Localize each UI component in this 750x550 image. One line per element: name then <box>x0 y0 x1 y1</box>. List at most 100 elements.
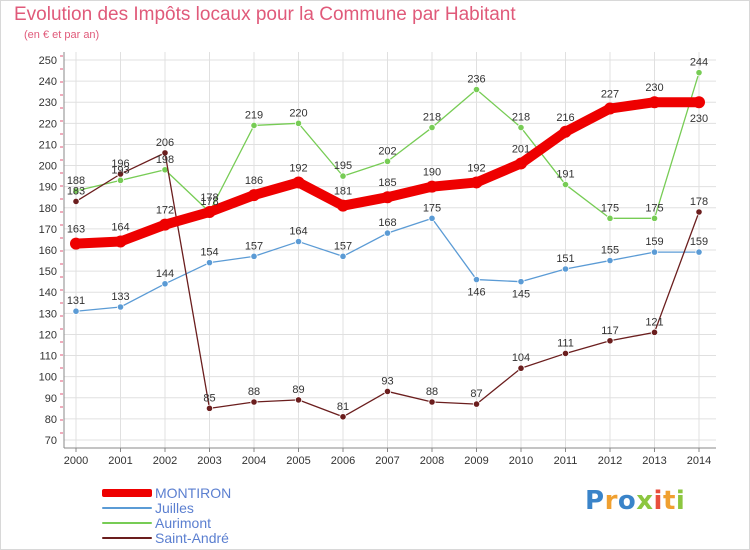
data-label-aurimont: 244 <box>690 57 708 69</box>
data-label-saint-andr: 88 <box>426 386 438 398</box>
data-label-saint-andr: 206 <box>156 137 174 149</box>
data-point-saint-andr <box>428 398 436 406</box>
legend-swatch-juilles <box>102 507 152 509</box>
data-label-juilles: 145 <box>512 289 530 301</box>
data-point-montiron <box>70 237 82 250</box>
y-tick-label: 120 <box>39 329 57 341</box>
data-label-saint-andr: 111 <box>557 337 574 349</box>
data-label-aurimont: 193 <box>111 164 129 176</box>
x-tick-label: 2007 <box>375 455 399 467</box>
data-point-montiron <box>693 96 705 109</box>
y-tick-labels: 70 80 90 100 110 120 130 140 150 160 170 180 190 200 2… <box>39 55 57 447</box>
legend-item-aurimont[interactable]: Aurimont <box>102 515 211 531</box>
legend-item-juilles[interactable]: Juilles <box>102 500 194 516</box>
y-tick-label: 130 <box>39 308 57 320</box>
data-point-montiron <box>648 96 661 109</box>
y-tick-label: 160 <box>39 245 57 257</box>
data-label-aurimont: 175 <box>645 202 663 214</box>
data-point-saint-andr <box>472 400 481 408</box>
x-tick-label: 2009 <box>464 455 488 467</box>
data-point-montiron <box>337 199 349 212</box>
data-point-saint-andr <box>294 396 303 404</box>
data-label-saint-andr: 81 <box>337 401 349 413</box>
y-tick-label: 220 <box>39 118 57 130</box>
data-label-saint-andr: 183 <box>67 185 85 197</box>
y-tick-label: 170 <box>39 224 57 236</box>
y-tick-label: 80 <box>45 414 57 426</box>
data-point-montiron <box>426 180 438 193</box>
data-point-juilles <box>205 259 214 267</box>
data-label-saint-andr: 89 <box>292 384 304 396</box>
data-point-juilles <box>250 252 258 260</box>
y-tick-label: 110 <box>39 351 57 363</box>
y-tick-label: 150 <box>39 266 57 278</box>
data-point-saint-andr <box>650 328 659 336</box>
data-label-juilles: 154 <box>200 247 218 259</box>
legend-swatch-montiron <box>102 489 152 497</box>
data-label-aurimont: 178 <box>200 196 218 208</box>
logo-letter: i <box>653 486 663 516</box>
grid-lines <box>64 52 716 448</box>
series-lines <box>70 69 705 421</box>
y-tick-label: 250 <box>39 55 57 67</box>
data-label-aurimont: 191 <box>556 169 574 181</box>
data-point-juilles <box>695 248 703 256</box>
logo-letter: t <box>662 486 676 516</box>
data-point-saint-andr <box>339 413 347 421</box>
y-tick-label: 140 <box>39 287 57 299</box>
y-tick-label: 210 <box>39 139 57 151</box>
data-point-montiron <box>381 191 394 204</box>
data-point-aurimont <box>339 172 347 180</box>
x-tick-label: 2004 <box>242 455 266 467</box>
axes <box>60 52 716 452</box>
data-point-aurimont <box>695 69 703 77</box>
data-point-montiron <box>470 176 483 189</box>
data-label-juilles: 155 <box>601 245 619 257</box>
logo-letter: i <box>675 486 686 516</box>
legend-label-montiron: MONTIRON <box>155 485 232 501</box>
data-label-juilles: 151 <box>556 253 574 265</box>
x-tick-label: 2012 <box>598 455 622 467</box>
y-tick-label: 230 <box>39 97 57 109</box>
data-point-juilles <box>339 252 347 260</box>
data-label-aurimont: 236 <box>467 74 485 86</box>
data-label-aurimont: 175 <box>601 202 619 214</box>
x-tick-label: 2000 <box>64 455 88 467</box>
x-tick-label: 2010 <box>509 455 533 467</box>
data-label-montiron: 181 <box>334 186 352 198</box>
data-point-aurimont <box>428 123 436 132</box>
data-point-montiron <box>515 157 527 170</box>
data-point-juilles <box>161 280 169 288</box>
data-point-juilles <box>517 278 525 286</box>
data-point-juilles <box>294 237 303 246</box>
data-point-montiron <box>292 176 305 189</box>
data-label-juilles: 164 <box>289 226 307 238</box>
data-point-aurimont <box>517 123 525 132</box>
data-point-montiron <box>604 102 616 115</box>
data-point-saint-andr <box>695 208 703 216</box>
x-tick-label: 2005 <box>286 455 310 467</box>
x-tick-label: 2013 <box>642 455 666 467</box>
data-point-saint-andr <box>161 149 169 157</box>
legend-item-saint-andre[interactable]: Saint-André <box>102 530 229 546</box>
data-label-montiron: 192 <box>467 162 485 174</box>
data-label-juilles: 131 <box>67 295 85 307</box>
data-label-juilles: 159 <box>690 236 708 248</box>
chart-subtitle: (en € et par an) <box>24 29 100 41</box>
data-label-montiron: 164 <box>111 222 129 234</box>
data-point-aurimont <box>250 121 258 130</box>
data-label-saint-andr: 88 <box>248 386 260 398</box>
legend-swatch-saint-andre <box>102 537 152 539</box>
data-label-juilles: 168 <box>378 217 396 229</box>
data-point-juilles <box>561 265 570 273</box>
data-point-saint-andr <box>606 337 614 345</box>
data-point-saint-andr <box>250 398 258 406</box>
data-point-saint-andr <box>383 387 392 396</box>
legend-item-montiron[interactable]: MONTIRON <box>102 485 231 501</box>
data-label-juilles: 133 <box>111 291 129 303</box>
y-tick-label: 100 <box>39 372 57 384</box>
data-label-saint-andr: 85 <box>203 392 215 404</box>
data-point-aurimont <box>472 85 481 94</box>
x-tick-labels: 2000 2001 2002 2003 2004 2005 2006 2007 2008 2009… <box>64 455 711 467</box>
